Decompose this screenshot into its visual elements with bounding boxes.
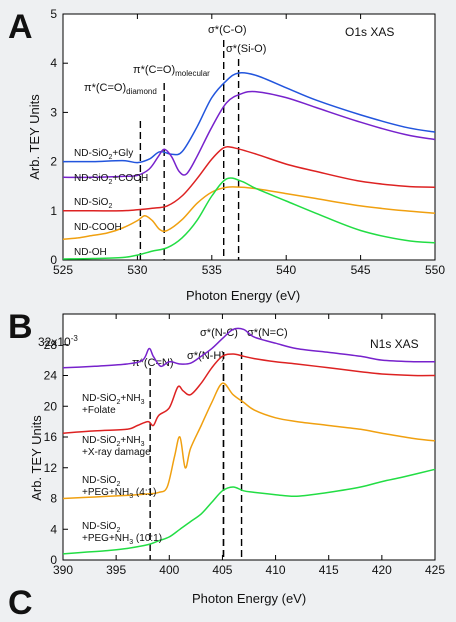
x-tick-label: 425 <box>425 563 445 577</box>
panel-a-series <box>62 71 436 260</box>
y-tick-label: 0 <box>50 253 57 267</box>
panel-a-x-axis-title: Photon Energy (eV) <box>186 288 300 303</box>
y-tick-label: 12 <box>44 461 58 475</box>
panel-a-o1s-chart: A O1s XAS Photon Energy (eV) Arb. TEY Un… <box>8 7 445 303</box>
y-tick-label: 28 <box>44 338 58 352</box>
series-line-0 <box>62 327 436 369</box>
x-tick-label: 420 <box>372 563 392 577</box>
series-label-line: +PEG+NH3 (4:1) <box>82 487 157 500</box>
series-label-line: ND-SiO2+NH3 <box>82 435 145 448</box>
panel-a-y-axis-title: Arb. TEY Units <box>27 94 42 180</box>
series-label-line: ND-SiO2+NH3 <box>82 393 145 406</box>
x-tick-label: 550 <box>425 263 445 277</box>
series-line-2 <box>63 145 436 212</box>
y-tick-label: 5 <box>50 7 57 21</box>
series-label: ND-SiO2 <box>74 197 112 210</box>
annotation-label: π*(C=O)molecular <box>133 64 210 78</box>
y-tick-label: 4 <box>50 522 57 536</box>
series-label-line: +PEG+NH3 (10:1) <box>82 533 162 546</box>
series-label: ND-COOH <box>74 222 122 233</box>
series-label-line: +Folate <box>82 405 116 416</box>
y-tick-label: 3 <box>50 105 57 119</box>
panel-letter-c: C <box>8 584 33 622</box>
series-label-line: ND-SiO2 <box>82 475 120 488</box>
x-tick-label: 390 <box>53 563 73 577</box>
panel-b-corner-label: N1s XAS <box>370 337 419 351</box>
y-tick-label: 24 <box>44 369 58 383</box>
panel-a-annotations: π*(C=O)diamond π*(C=O)molecular σ*(C-O) σ*(… <box>84 24 266 260</box>
y-tick-label: 20 <box>44 399 58 413</box>
x-tick-label: 545 <box>351 263 371 277</box>
series-line-3 <box>62 468 436 555</box>
panel-b-series <box>62 327 436 555</box>
annotation-label: σ*(C-O) <box>208 24 247 36</box>
x-tick-label: 540 <box>276 263 296 277</box>
annotation-label: σ*(N=C) <box>247 327 288 339</box>
panel-a-ticks: 525 530 535 540 545 550 0 1 2 3 4 5 <box>50 7 445 277</box>
x-tick-label: 530 <box>127 263 147 277</box>
panel-a-corner-label: O1s XAS <box>345 25 394 39</box>
y-tick-label: 8 <box>50 492 57 506</box>
panel-letter-a: A <box>8 8 33 46</box>
x-tick-label: 415 <box>319 563 339 577</box>
series-line-3 <box>62 186 436 241</box>
series-line-4 <box>62 177 436 260</box>
x-tick-label: 410 <box>266 563 286 577</box>
series-line-2 <box>62 382 436 500</box>
series-label-line: ND-SiO2 <box>82 521 120 534</box>
panel-b-ticks: 390 395 400 405 410 415 420 425 0 4 8 12 16 20 24 28 <box>44 313 445 577</box>
series-label: ND-OH <box>74 247 107 258</box>
series-label: ND-SiO2+COOH <box>74 173 148 186</box>
panel-b-y-axis-title: Arb. TEY Units <box>29 415 44 501</box>
panel-b-x-axis-title: Photon Energy (eV) <box>192 591 306 606</box>
annotation-label: π*(C=O)diamond <box>84 82 157 96</box>
x-tick-label: 525 <box>53 263 73 277</box>
y-tick-label: 0 <box>50 553 57 567</box>
x-tick-label: 535 <box>202 263 222 277</box>
x-tick-label: 400 <box>159 563 179 577</box>
annotation-label: σ*(N-C) <box>200 327 238 339</box>
panel-b-y-scale-label: 32x10-3 <box>38 334 78 349</box>
series-line-1 <box>62 353 436 434</box>
y-tick-label: 1 <box>50 204 57 218</box>
series-line-0 <box>62 71 436 164</box>
y-tick-label: 4 <box>50 56 57 70</box>
panel-a-series-labels: ND-SiO2+Gly ND-SiO2+COOH ND-SiO2 ND-COOH ND-… <box>74 148 148 258</box>
panel-letter-b: B <box>8 308 33 346</box>
annotation-label: σ*(Si-O) <box>226 43 266 55</box>
series-line-1 <box>62 90 436 179</box>
x-tick-label: 395 <box>106 563 126 577</box>
panel-b-n1s-chart: B N1s XAS Photon Energy (eV) Arb. TEY Un… <box>8 308 445 606</box>
series-label-line: +X-ray damage <box>82 447 151 458</box>
y-tick-label: 16 <box>44 430 58 444</box>
series-label: ND-SiO2+Gly <box>74 148 133 161</box>
x-tick-label: 405 <box>212 563 232 577</box>
y-tick-label: 2 <box>50 155 57 169</box>
annotation-label: σ*(N-H) <box>187 350 225 362</box>
